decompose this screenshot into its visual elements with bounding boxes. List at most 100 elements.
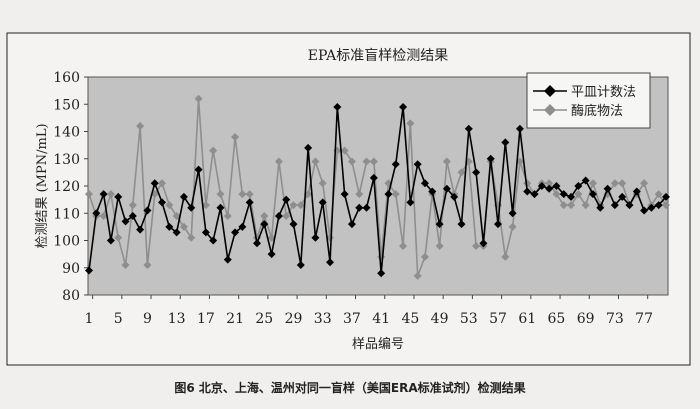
data-point [406,198,415,207]
legend-marker-enzyme [544,104,556,116]
data-point [340,146,349,155]
data-point [369,157,378,166]
data-point [311,157,320,166]
data-point [318,198,327,207]
x-tick-label: 73 [606,311,624,327]
data-point [574,182,583,190]
y-tick-label: 120 [53,179,80,195]
data-point [238,222,247,231]
data-point [559,190,568,199]
x-tick-label: 17 [197,311,215,327]
data-point [355,203,364,212]
data-point [347,220,356,229]
x-tick-label: 33 [314,311,332,327]
data-point [391,190,400,199]
data-point [391,160,400,169]
data-point [486,154,495,163]
x-tick-label: 29 [285,311,303,327]
data-point [625,201,634,210]
data-point [450,192,459,201]
data-point [216,190,225,199]
data-point [143,206,152,215]
data-point [603,184,612,193]
data-point [647,203,656,212]
legend-label-enzyme: 酶底物法 [571,103,623,119]
x-tick-label: 5 [114,311,123,327]
y-tick-label: 130 [53,152,80,168]
data-point [179,192,188,201]
data-point [296,201,305,210]
data-point [194,94,203,103]
legend: 平皿计数法 酶底物法 [526,72,651,129]
data-point [85,190,93,199]
x-tick-label: 77 [635,311,653,327]
data-point [537,182,546,190]
data-point [420,252,429,261]
data-point [472,241,481,250]
data-point [231,132,240,141]
data-point [121,261,130,270]
data-point [654,190,663,199]
data-point [114,192,123,201]
y-tick-label: 110 [53,206,80,222]
data-point [216,203,225,212]
series-group [85,94,670,280]
data-point [472,168,481,177]
data-point [311,233,320,242]
series-plate-count [85,102,670,278]
data-point [282,211,291,220]
data-point [523,187,532,196]
data-point [654,201,663,210]
data-point [640,206,649,215]
data-point [150,179,159,188]
data-point [318,179,327,188]
data-point [106,190,115,199]
data-point [85,266,93,275]
data-point [552,182,561,190]
data-point [662,201,670,210]
data-point [567,192,576,201]
data-point [187,203,196,212]
data-point [588,190,597,199]
data-point [618,179,627,188]
x-tick-label: 49 [431,311,449,327]
y-tick-label: 80 [62,288,80,304]
x-axis: 1 5 9 13 17 21 25 29 33 37 41 45 49 53 57 61 65 69 73 77 [85,295,653,327]
data-point [355,190,364,199]
data-point [304,143,313,152]
legend-marker-plate [544,85,556,97]
data-point [165,222,174,231]
x-tick-label: 69 [577,311,595,327]
data-point [545,184,554,193]
data-point [508,222,517,231]
data-point [362,203,371,212]
data-point [245,198,254,207]
data-point [326,258,335,267]
x-tick-label: 45 [401,311,419,327]
data-point [442,157,451,166]
data-point [231,228,240,237]
x-tick-label: 61 [518,311,536,327]
x-tick-label: 1 [85,311,94,327]
x-axis-label: 样品编号 [352,337,404,352]
data-point [114,233,123,242]
data-point [523,179,532,188]
x-tick-label: 13 [168,311,186,327]
data-point [428,187,437,196]
data-point [143,261,152,270]
data-point [136,122,145,131]
data-point [581,201,590,210]
data-point [267,250,276,259]
data-point [406,119,415,128]
data-point [545,179,554,188]
data-point [632,187,641,196]
data-point [179,222,188,231]
data-point [581,176,590,185]
data-point [274,157,283,166]
data-point [289,201,298,210]
x-tick-label: 25 [255,311,273,327]
data-point [252,239,261,248]
data-point [260,220,269,229]
data-point [384,190,393,199]
data-point [289,220,298,229]
